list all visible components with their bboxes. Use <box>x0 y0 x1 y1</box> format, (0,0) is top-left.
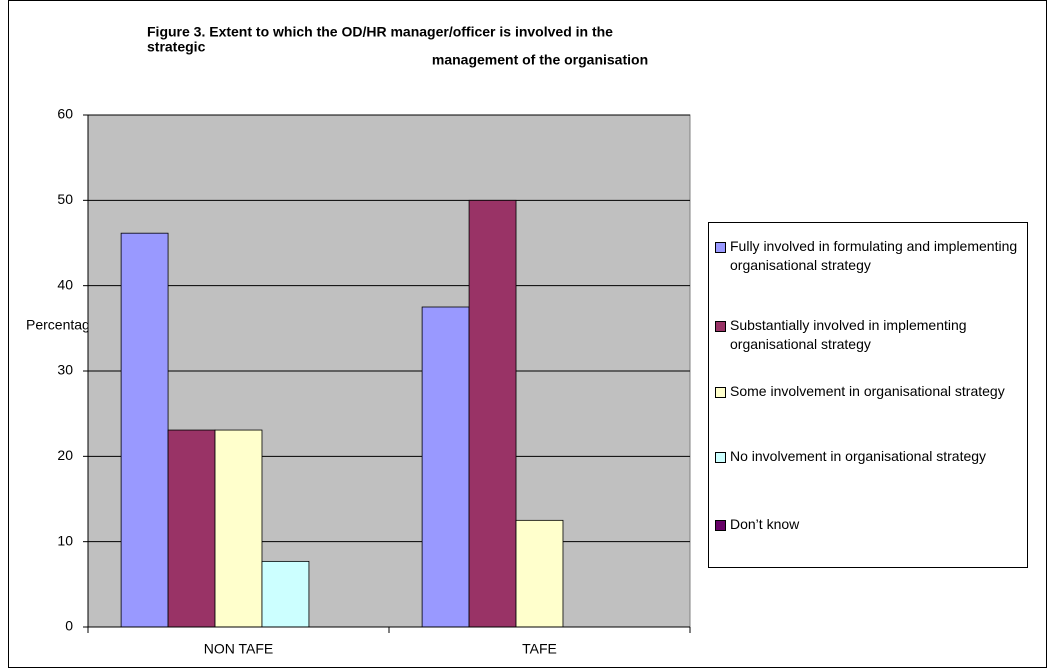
legend-item: No involvement in organisational strateg… <box>715 447 1035 466</box>
y-tick-label: 0 <box>65 618 73 634</box>
legend: Fully involved in formulating and implem… <box>708 222 1028 568</box>
bar <box>421 306 470 628</box>
y-tick-label: 10 <box>57 532 73 548</box>
legend-swatch <box>715 321 726 332</box>
chart-title: Figure 3. Extent to which the OD/HR mana… <box>147 24 613 40</box>
legend-label: No involvement in organisational strateg… <box>730 448 987 464</box>
legend-swatch <box>715 520 726 531</box>
bar <box>515 519 564 628</box>
x-tick-label: TAFE <box>522 641 557 657</box>
legend-label: Some involvement in organisational strat… <box>730 383 1005 399</box>
legend-item: Fully involved in formulating and implem… <box>715 237 1035 275</box>
y-axis-label: Percentage <box>26 317 98 333</box>
y-tick-label: 30 <box>57 362 73 378</box>
legend-swatch <box>715 387 726 398</box>
legend-item: Substantially involved in implementing o… <box>715 316 1035 354</box>
bar <box>120 232 169 628</box>
legend-item: Some involvement in organisational strat… <box>715 382 1035 401</box>
y-tick-label: 40 <box>57 276 73 292</box>
bar <box>167 429 216 628</box>
legend-swatch <box>715 242 726 253</box>
legend-item: Don’t know <box>715 515 1035 534</box>
y-tick-label: 50 <box>57 191 73 207</box>
x-tick-label: NON TAFE <box>204 641 274 657</box>
legend-label: Fully involved in formulating and implem… <box>730 238 1018 273</box>
chart-title: management of the organisation <box>432 52 648 68</box>
chart-title: strategic <box>147 39 206 55</box>
legend-swatch <box>715 452 726 463</box>
bar <box>214 429 263 628</box>
legend-label: Substantially involved in implementing o… <box>730 317 967 352</box>
bar <box>468 199 517 628</box>
y-tick-label: 60 <box>57 106 73 122</box>
y-tick-label: 20 <box>57 447 73 463</box>
legend-label: Don’t know <box>730 516 800 532</box>
bar <box>261 560 310 628</box>
